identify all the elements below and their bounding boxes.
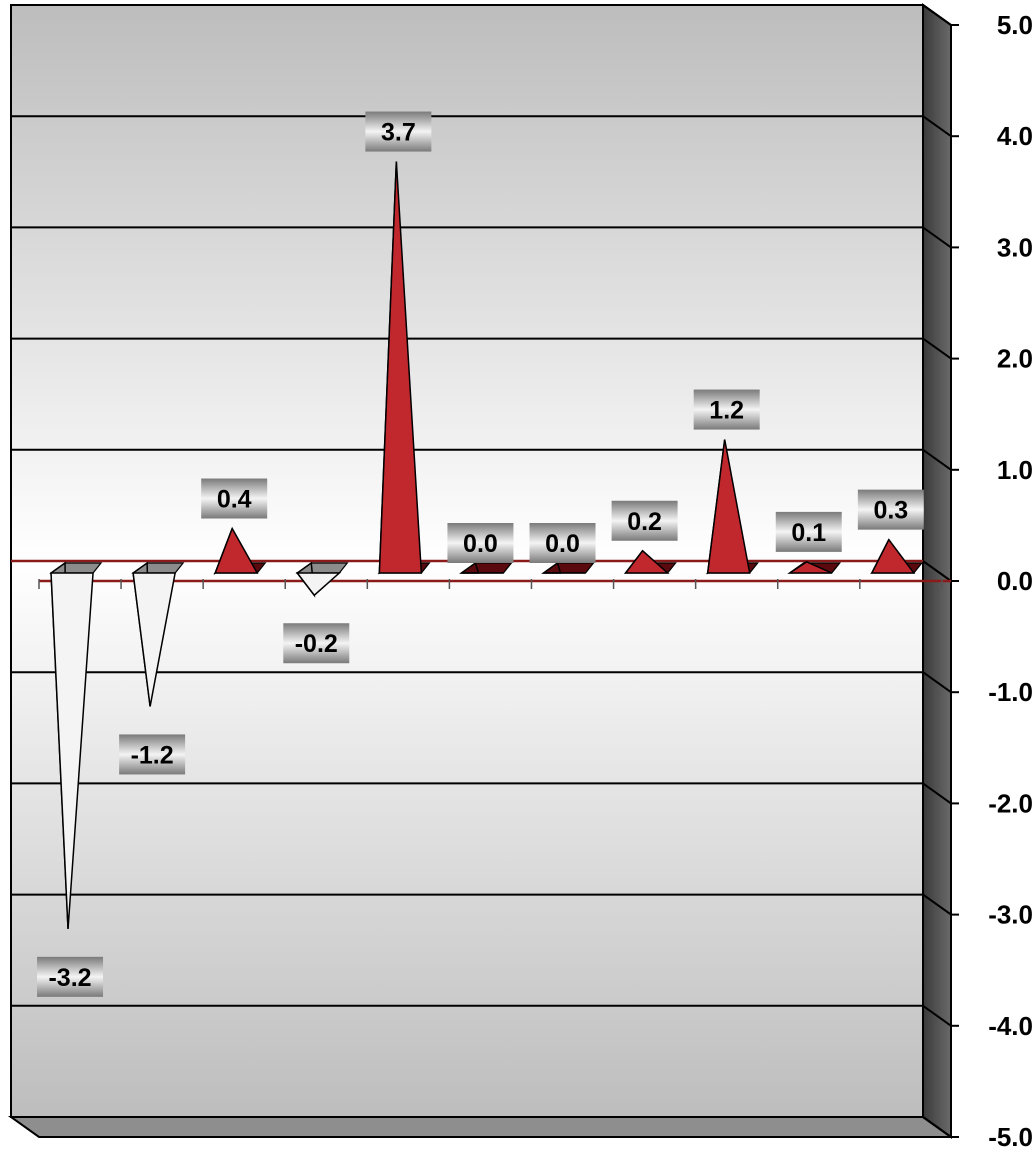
gridline-side: [922, 560, 952, 582]
data-label-box: [365, 111, 432, 152]
gridline-side: [922, 671, 952, 694]
pyramid-face-front: [624, 549, 670, 574]
y-tick-label: 0.0: [997, 566, 1033, 596]
data-label: 0.3: [857, 489, 924, 530]
data-label-box: [611, 500, 678, 541]
pyramid-face-front: [870, 538, 916, 574]
data-label: 0.2: [611, 500, 678, 541]
data-label-text: -3.2: [48, 964, 91, 992]
y-tick-label: 1.0: [997, 455, 1033, 485]
data-label: 0.1: [775, 511, 842, 552]
data-label-text: 0.4: [217, 486, 252, 514]
gridline-side: [922, 1116, 952, 1138]
gridline-side: [922, 115, 952, 138]
gridline-side: [922, 893, 952, 916]
data-label-text: 0.0: [463, 530, 498, 558]
data-label-text: -1.2: [131, 741, 174, 769]
gridline-side: [922, 4, 952, 26]
pyramid-face-front: [132, 572, 177, 707]
y-tick-label: 4.0: [997, 121, 1033, 151]
pyramid-face-front: [295, 572, 342, 597]
pyramid-bar: [541, 561, 595, 574]
pyramid-bar: [787, 561, 842, 574]
pyramid-bar: [623, 549, 677, 574]
pyramid-face-front: [378, 161, 423, 574]
pyramid-face-front: [706, 439, 751, 574]
y-tick-label: 3.0: [997, 232, 1033, 262]
data-label-box: [857, 489, 924, 530]
pyramid-face-front: [50, 572, 94, 929]
gridline-side: [922, 448, 952, 471]
pyramid-bar: [131, 561, 185, 707]
y-tick-label: -1.0: [988, 677, 1033, 707]
data-label: 3.7: [365, 111, 432, 152]
y-tick-label: 5.0: [997, 10, 1033, 40]
y-tick-label: -4.0: [988, 1011, 1033, 1041]
pyramid-face-front: [214, 526, 259, 574]
plot-floor: [7, 1116, 955, 1138]
gridline-side: [922, 782, 952, 805]
data-label-text: -0.2: [295, 630, 338, 658]
gridline-side: [922, 1004, 952, 1027]
data-label: 0.4: [201, 478, 268, 519]
pyramid-bar: [49, 561, 103, 929]
data-label: -3.2: [37, 956, 104, 997]
data-label-text: 0.0: [545, 530, 580, 558]
data-label-box: [447, 523, 514, 563]
pyramid-bar: [213, 526, 267, 576]
data-label-text: 1.2: [709, 397, 744, 425]
data-label-box: [529, 523, 596, 563]
data-label: -0.2: [283, 623, 350, 664]
data-label-text: 0.1: [791, 519, 826, 547]
data-label: 0.0: [529, 523, 596, 563]
y-tick-label: -5.0: [988, 1122, 1033, 1152]
data-label-text: 3.7: [381, 119, 416, 147]
data-label: 1.2: [693, 389, 760, 430]
data-label-box: [201, 478, 268, 519]
data-label-box: [119, 734, 186, 775]
data-label-text: 0.2: [627, 508, 662, 536]
y-tick-label: 2.0: [997, 344, 1033, 374]
gridline-side: [922, 337, 952, 360]
y-tick-label: -2.0: [988, 788, 1033, 818]
pyramid-face-front: [787, 561, 833, 574]
data-label-box: [37, 956, 104, 997]
pyramid-bar: [705, 439, 759, 575]
data-label-box: [693, 389, 760, 430]
data-label-text: 0.3: [873, 497, 908, 525]
pyramid-bar: [295, 561, 349, 598]
data-label-box: [775, 511, 842, 552]
data-label: 0.0: [447, 523, 514, 563]
data-label: -1.2: [119, 734, 186, 775]
pyramid-bar: [377, 161, 431, 575]
data-label-box: [283, 623, 350, 664]
y-tick-label: -3.0: [988, 900, 1033, 930]
pyramid-bar: [869, 538, 924, 574]
gridline-side: [922, 226, 952, 249]
